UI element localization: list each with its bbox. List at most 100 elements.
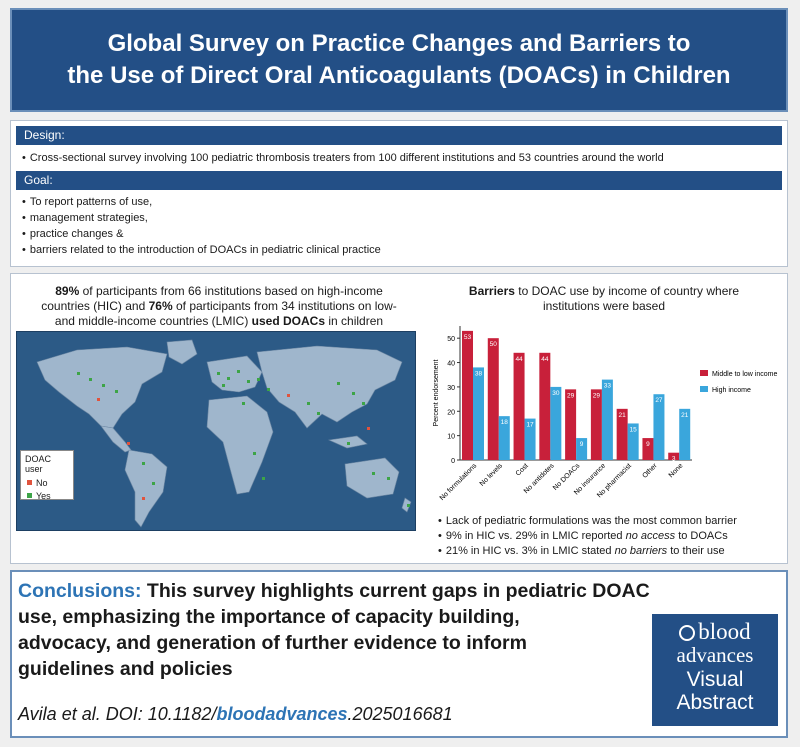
finding-item: 9% in HIC vs. 29% in LMIC reported no ac… (432, 529, 782, 544)
doac-user-marker (337, 382, 340, 385)
doac-user-marker (352, 392, 355, 395)
world-map-graphic (36, 339, 412, 528)
logo-advances: advances (676, 643, 754, 667)
bar-value-label: 33 (604, 383, 612, 390)
legend-label: Middle to low income (712, 371, 777, 378)
y-axis-label: Percent endorsement (433, 359, 440, 426)
design-goal-panel: Design: Cross-sectional survey involving… (10, 120, 788, 267)
goal-heading: Goal: (16, 171, 782, 190)
bar-value-label: 50 (490, 341, 498, 348)
bar (653, 394, 665, 460)
doac-user-marker (247, 380, 250, 383)
logo-visual: Visual (686, 668, 744, 691)
doac-user-marker (237, 370, 240, 373)
asia-shape (256, 345, 403, 429)
bar (668, 452, 680, 460)
doac-user-marker (253, 452, 256, 455)
bar-value-label: 21 (619, 412, 627, 419)
doac-user-marker (77, 372, 80, 375)
doac-user-marker (347, 442, 350, 445)
doac-user-marker (362, 402, 365, 405)
bar-value-label: 44 (515, 356, 523, 363)
barriers-bar-chart: 0 10 20 30 40 50 Percent endorsement 53 38 No for… (433, 326, 777, 502)
red-dot-icon (27, 480, 32, 485)
bar (642, 438, 654, 460)
doac-user-marker (102, 384, 105, 387)
doac-user-marker (387, 477, 390, 480)
y-tick-label: 50 (447, 336, 455, 343)
y-tick-label: 10 (447, 434, 455, 441)
bar-value-label: 18 (501, 419, 509, 426)
south-america-shape (124, 449, 168, 528)
design-heading: Design: (16, 126, 782, 145)
findings-list: Lack of pediatric formulations was the m… (432, 514, 782, 559)
doac-user-marker (372, 472, 375, 475)
bar-value-label: 15 (630, 426, 638, 433)
goal-item: practice changes & (16, 226, 782, 242)
greenland-shape (166, 339, 198, 365)
chart-title: Barriers to DOAC use by income of countr… (468, 284, 740, 313)
doac-user-marker (242, 402, 245, 405)
page-title: Global Survey on Practice Changes and Ba… (67, 30, 731, 89)
doac-user-marker (317, 412, 320, 415)
doac-user-marker (89, 378, 92, 381)
goal-item: management strategies, (16, 210, 782, 226)
y-tick-label: 0 (451, 458, 455, 465)
bar (462, 330, 473, 460)
conclusion-text: Conclusions: This survey highlights curr… (18, 580, 650, 680)
doac-user-marker (217, 372, 220, 375)
title-banner: Global Survey on Practice Changes and Ba… (10, 8, 788, 112)
legend-yes: Yes (25, 491, 69, 501)
logo-blood: blood (652, 620, 778, 644)
non-user-marker (287, 394, 290, 397)
green-dot-icon (27, 493, 32, 498)
bar-value-label: 29 (567, 392, 575, 399)
goal-item: barriers related to the introduction of … (16, 242, 782, 258)
bar (616, 408, 628, 460)
bar (590, 389, 602, 460)
blood-drop-icon (679, 625, 696, 641)
bar-value-label: 17 (526, 422, 534, 429)
central-america-shape (100, 425, 132, 453)
doac-user-marker (222, 384, 225, 387)
bar (601, 379, 613, 460)
x-tick-label: No formulations (439, 462, 479, 502)
bar (524, 418, 536, 460)
non-user-marker (127, 442, 130, 445)
citation: Avila et al. DOI: 10.1182/bloodadvances.… (18, 704, 453, 724)
doac-user-marker (115, 390, 118, 393)
legend-label: High income (712, 387, 751, 394)
bar (627, 423, 639, 460)
x-tick-label: No levels (479, 462, 505, 488)
bar-value-label: 38 (475, 370, 483, 377)
world-map (16, 331, 416, 531)
bar-value-label: 27 (655, 397, 663, 404)
doac-user-marker (407, 504, 410, 507)
bar-value-label: 9 (580, 441, 584, 448)
non-user-marker (97, 398, 100, 401)
bar-value-label: 30 (552, 390, 560, 397)
new-zealand-shape (401, 497, 412, 513)
goal-list: To report patterns of use, management st… (16, 194, 782, 258)
bar (576, 438, 588, 460)
north-america-shape (36, 346, 168, 429)
legend-title: DOAC user (25, 454, 52, 474)
x-tick-label: None (668, 462, 685, 479)
australia-shape (344, 457, 400, 499)
bar (498, 416, 510, 460)
bar-value-label: 29 (593, 392, 601, 399)
y-tick-label: 20 (447, 409, 455, 416)
bar-value-label: 44 (541, 356, 549, 363)
non-user-marker (142, 497, 145, 500)
doac-user-marker (257, 378, 260, 381)
bar (679, 408, 691, 460)
logo-abstract: Abstract (676, 691, 754, 714)
bar (539, 352, 551, 460)
doac-user-marker (267, 388, 270, 391)
non-user-marker (367, 427, 370, 430)
x-tick-label: Cost (515, 462, 530, 477)
bar (513, 352, 525, 460)
x-tick-label: Other (641, 462, 659, 480)
bar-value-label: 3 (672, 456, 676, 463)
doac-user-marker (262, 477, 265, 480)
